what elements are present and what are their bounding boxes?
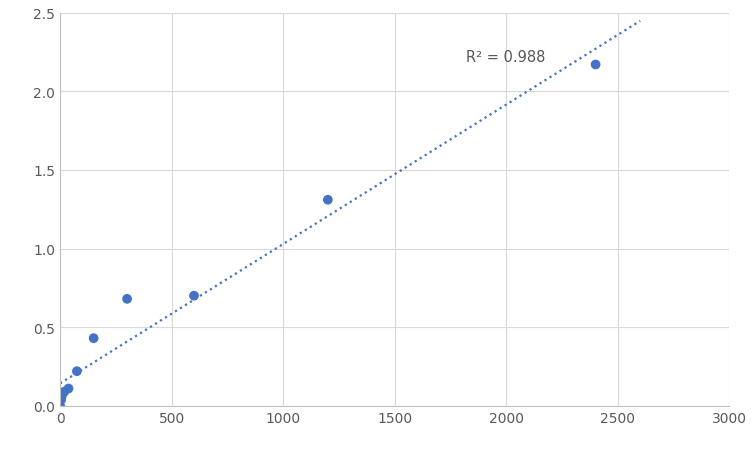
Point: [188, 292, 200, 299]
Point: [121, 295, 133, 303]
Point: [590, 62, 602, 69]
Point: [55, 396, 67, 403]
Point: [62, 385, 74, 392]
Point: [71, 368, 83, 375]
Point: [59, 388, 71, 396]
Point: [87, 335, 99, 342]
Point: [56, 391, 68, 399]
Text: R² = 0.988: R² = 0.988: [466, 50, 545, 65]
Point: [54, 402, 66, 410]
Point: [322, 197, 334, 204]
